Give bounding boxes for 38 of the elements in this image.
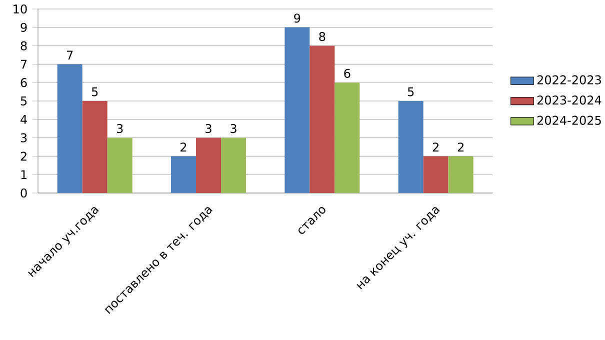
bar — [221, 138, 246, 193]
bar — [107, 138, 132, 193]
legend-label: 2023-2024 — [537, 96, 602, 105]
legend-label: 2024-2025 — [537, 116, 601, 125]
data-label: 5 — [408, 87, 414, 96]
y-tick-label: 2 — [20, 152, 26, 161]
data-label: 2 — [432, 142, 438, 152]
y-tick-label: 0 — [20, 188, 27, 198]
y-tick-label: 3 — [20, 133, 27, 142]
data-label: 3 — [206, 124, 212, 134]
y-tick-label: 10 — [14, 4, 27, 14]
y-tick-label: 8 — [20, 41, 27, 50]
bar — [284, 27, 310, 193]
y-tick-label: 7 — [20, 60, 27, 69]
data-label: 5 — [92, 87, 98, 96]
y-tick-label: 4 — [20, 115, 27, 124]
bar — [334, 82, 360, 193]
data-label: 9 — [294, 14, 300, 23]
bar — [82, 101, 108, 193]
y-tick-label: 5 — [20, 96, 27, 106]
data-label: 3 — [116, 124, 123, 134]
data-label: 2 — [458, 142, 464, 152]
data-label: 6 — [344, 68, 350, 78]
y-tick-label: 6 — [20, 78, 27, 88]
data-label: 3 — [230, 124, 236, 134]
legend-label: 2022-2023 — [537, 75, 601, 84]
bar — [170, 156, 196, 193]
y-tick-label: 1 — [21, 170, 26, 179]
data-label: 8 — [319, 32, 326, 42]
data-label: 7 — [67, 50, 73, 60]
bar — [57, 64, 82, 193]
bar — [448, 156, 474, 193]
bar — [423, 156, 448, 193]
data-label: 2 — [180, 142, 186, 152]
y-tick-label: 9 — [20, 22, 27, 32]
bar — [196, 138, 222, 193]
bar — [398, 101, 424, 193]
bar — [310, 46, 335, 193]
